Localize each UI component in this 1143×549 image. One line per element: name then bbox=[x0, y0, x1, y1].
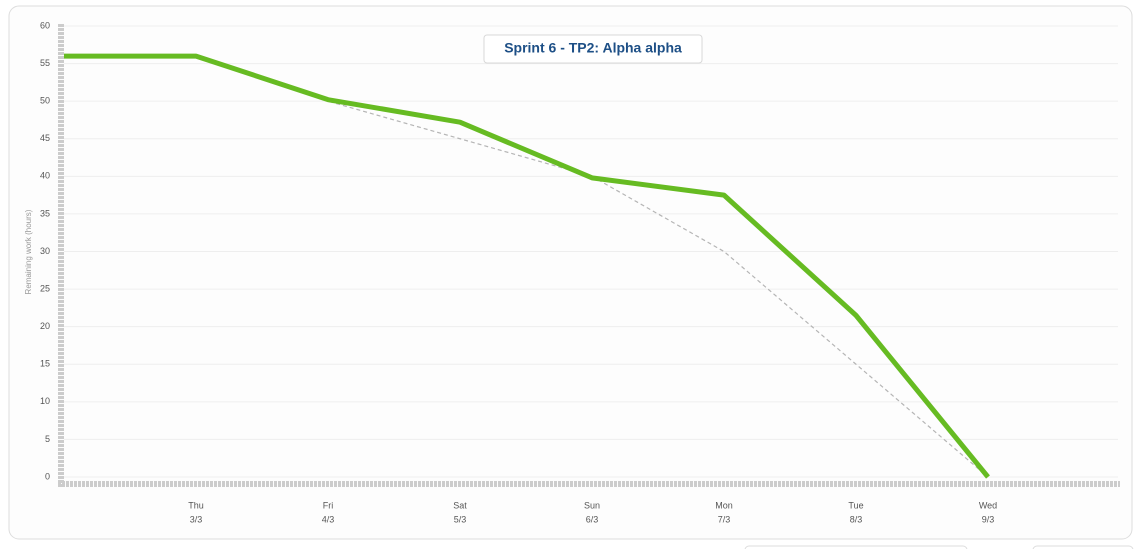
x-tick-label: Sat bbox=[453, 500, 467, 510]
title-box bbox=[483, 34, 703, 64]
y-tick-label: 45 bbox=[40, 133, 50, 143]
x-tick-date: 4/3 bbox=[322, 514, 335, 524]
x-tick-label: Thu bbox=[188, 500, 204, 510]
footer-control[interactable] bbox=[744, 545, 968, 549]
y-tick-label: 0 bbox=[45, 471, 50, 481]
remaining-line bbox=[64, 53, 990, 479]
x-tick-label: Fri bbox=[323, 500, 334, 510]
footer-control[interactable] bbox=[1032, 545, 1134, 549]
y-tick-label: 5 bbox=[45, 434, 50, 444]
y-tick-label: 55 bbox=[40, 58, 50, 68]
x-tick-date: 5/3 bbox=[454, 514, 467, 524]
y-axis-label: Remaining work (hours) bbox=[24, 209, 33, 294]
y-tick-label: 20 bbox=[40, 321, 50, 331]
x-tick-date: 8/3 bbox=[850, 514, 863, 524]
x-tick-label: Tue bbox=[848, 500, 863, 510]
y-tick-label: 25 bbox=[40, 283, 50, 293]
y-tick-label: 50 bbox=[40, 96, 50, 106]
chart-title: Sprint 6 - TP2: Alpha alpha bbox=[504, 40, 682, 56]
chart-card bbox=[8, 5, 1133, 540]
x-tick-date: 6/3 bbox=[586, 514, 599, 524]
y-tick-label: 60 bbox=[40, 20, 50, 30]
y-tick-label: 40 bbox=[40, 171, 50, 181]
y-tick-label: 15 bbox=[40, 359, 50, 369]
plot-area: 0 5 10 15 20 25 30 35 40 45 50 55 60 Thu 3/3 Fri 4/3 Sat 5… bbox=[40, 20, 1120, 524]
x-tick-date: 7/3 bbox=[718, 514, 731, 524]
x-tick-date: 3/3 bbox=[190, 514, 203, 524]
y-tick-label: 10 bbox=[40, 396, 50, 406]
x-tick-date: 9/3 bbox=[982, 514, 995, 524]
x-tick-label: Mon bbox=[715, 500, 733, 510]
x-tick-label: Wed bbox=[979, 500, 997, 510]
x-tick-label: Sun bbox=[584, 500, 600, 510]
y-tick-label: 35 bbox=[40, 208, 50, 218]
y-tick-label: 30 bbox=[40, 246, 50, 256]
